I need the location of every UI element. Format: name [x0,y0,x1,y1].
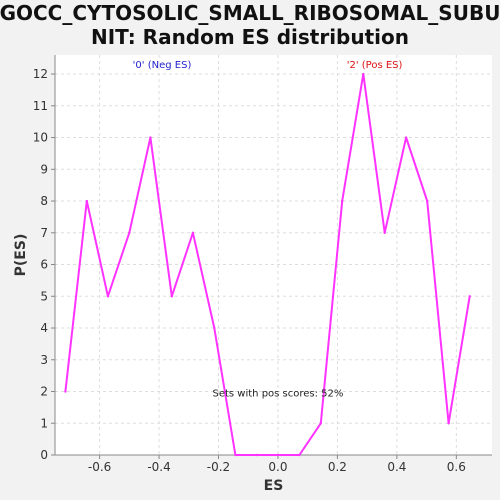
neg-es-annotation: '0' (Neg ES) [133,60,192,71]
series-line [64,73,471,456]
data-point [64,390,67,393]
x-tick-label: -0.2 [207,460,230,474]
x-axis-title: ES [264,478,284,494]
y-tick-label: 11 [33,99,48,113]
x-tick-label: -0.6 [88,460,111,474]
y-tick-label: 6 [40,258,48,272]
data-point [340,199,344,203]
data-point [319,422,322,425]
data-point [383,231,386,234]
x-tick-label: -0.4 [147,460,170,474]
y-axis-title: P(ES) [13,234,29,277]
y-tick-label: 5 [40,289,48,303]
chart-title-line-2: NIT: Random ES distribution [91,25,409,49]
x-tick-label: 0.2 [328,460,347,474]
chart-title-line-1: GOCC_CYTOSOLIC_SMALL_RIBOSOMAL_SUBU [0,1,500,25]
pos-es-annotation: '2' (Pos ES) [347,60,403,71]
y-tick-label: 1 [40,416,48,430]
pos-scores-annotation: Sets with pos scores: 52% [212,388,343,399]
data-point [191,231,195,234]
data-point [85,199,89,203]
y-tick-label: 12 [33,67,48,81]
y-tick-label: 10 [33,131,48,145]
x-tick-label: 0.0 [268,460,287,474]
data-point [170,295,174,298]
data-point [425,199,429,203]
data-point [362,72,365,76]
y-tick-label: 9 [40,162,48,176]
y-tick-label: 0 [40,448,48,462]
data-point [149,136,152,139]
data-point [128,231,131,234]
plot-area [55,55,492,455]
data-point [213,326,216,330]
data-point [255,453,259,457]
y-tick-label: 3 [40,353,48,367]
data-point [468,295,471,298]
y-tick-label: 8 [40,194,48,208]
x-tick-label: 0.6 [447,460,466,474]
data-point [404,136,408,139]
data-point [298,453,301,457]
y-tick-label: 7 [40,226,48,240]
y-tick-label: 4 [40,321,48,335]
x-tick-label: 0.4 [387,460,406,474]
y-tick-label: 2 [40,385,48,399]
data-point [234,453,237,457]
data-point [447,422,450,425]
data-point [106,295,110,298]
data-point [276,453,280,457]
series-layer [64,72,471,457]
grid-lines [55,55,492,456]
